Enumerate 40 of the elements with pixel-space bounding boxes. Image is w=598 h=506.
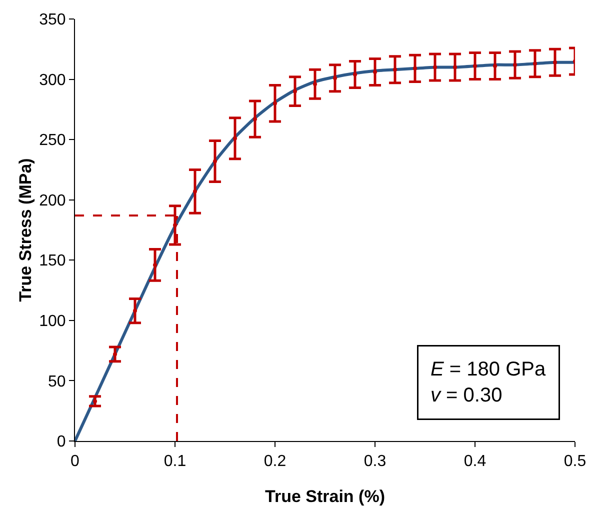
x-tick-label: 0.5 xyxy=(564,453,586,470)
point xyxy=(453,65,457,70)
point xyxy=(413,66,417,70)
point xyxy=(173,223,177,228)
y-tick-label: 50 xyxy=(48,373,66,390)
point xyxy=(333,76,337,80)
y-tick-label: 200 xyxy=(39,192,66,210)
y-tick-label: 300 xyxy=(39,72,66,89)
x-tick-label: 0.4 xyxy=(464,453,486,470)
point xyxy=(253,117,257,122)
point xyxy=(153,262,157,267)
point xyxy=(533,62,537,66)
point xyxy=(433,65,437,70)
point xyxy=(513,62,517,67)
point xyxy=(493,64,497,68)
point xyxy=(193,189,197,194)
y-tick-label: 250 xyxy=(39,132,66,150)
y-tick-label: 150 xyxy=(39,252,66,270)
point xyxy=(393,68,397,72)
x-tick-label: 0.3 xyxy=(364,453,386,470)
point xyxy=(233,136,237,140)
x-tick-label: 0 xyxy=(70,453,80,470)
y-axis-title: True Stress (MPa) xyxy=(16,158,35,302)
y-tick-label: 0 xyxy=(56,434,66,451)
y-tick-label: 100 xyxy=(39,313,66,330)
point xyxy=(373,70,377,74)
point xyxy=(273,101,277,106)
point xyxy=(313,82,317,86)
point xyxy=(113,352,117,356)
point xyxy=(133,308,137,313)
y-tick-label: 350 xyxy=(39,12,66,29)
point xyxy=(473,64,477,68)
x-tick-label: 0.1 xyxy=(164,453,186,470)
x-tick-label: 0.2 xyxy=(264,453,286,470)
point xyxy=(553,60,557,64)
x-axis-title: True Strain (%) xyxy=(265,487,385,506)
annotation: E = 180 GPa v = 0.30 xyxy=(430,358,546,406)
point xyxy=(353,72,357,76)
point xyxy=(293,89,297,94)
point xyxy=(213,159,217,164)
